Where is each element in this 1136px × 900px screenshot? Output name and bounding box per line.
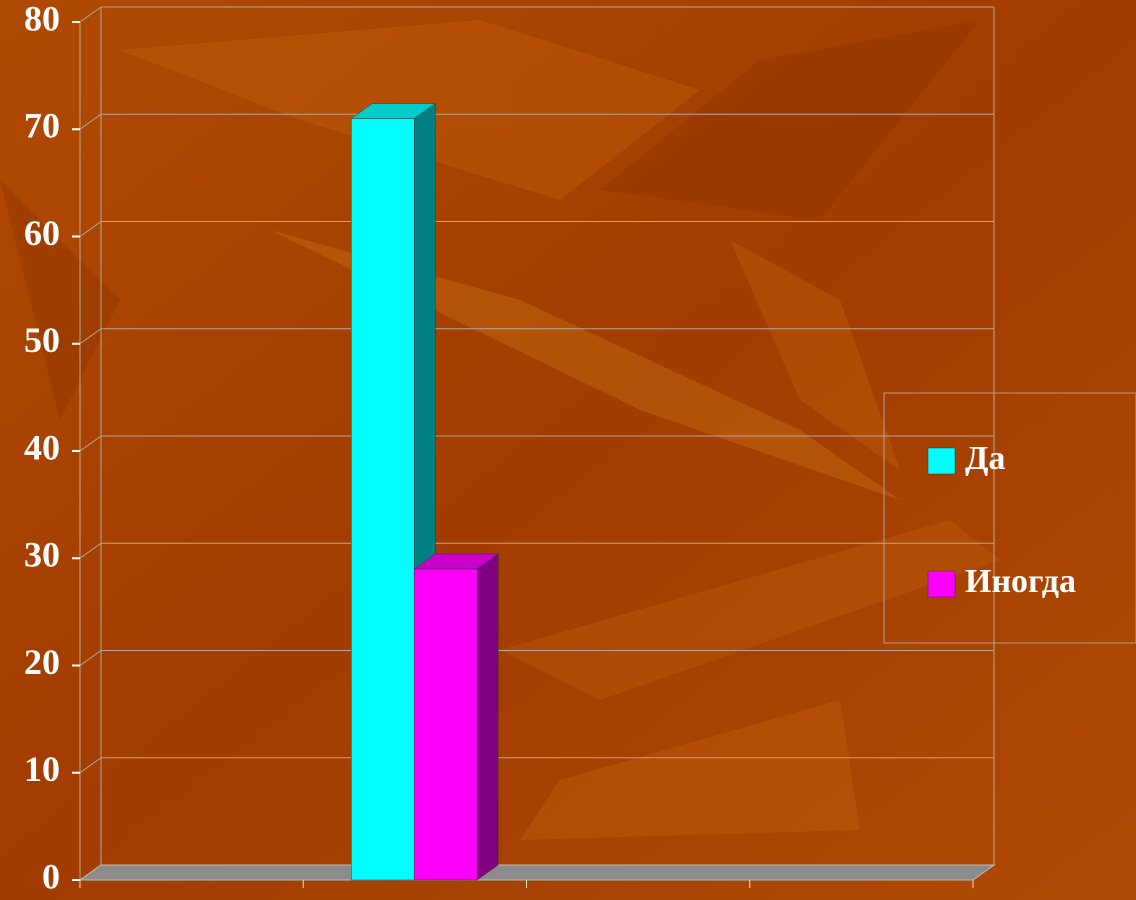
grid-line (79, 650, 102, 666)
grid-line (79, 6, 102, 23)
grid-line (79, 435, 102, 452)
bar-side (476, 553, 499, 881)
y-tick-label: 30 (24, 535, 60, 575)
legend-swatch (927, 447, 956, 475)
floor (78, 864, 996, 881)
grid-line (79, 328, 102, 345)
y-tick-label: 80 (24, 0, 60, 38)
y-tick-label: 40 (24, 427, 60, 467)
bar (350, 118, 415, 881)
grid-line (79, 113, 102, 130)
legend-box (883, 392, 1136, 644)
grid-line (79, 221, 102, 237)
y-tick-label: 60 (24, 213, 60, 253)
bar (413, 568, 478, 881)
y-tick-label: 70 (24, 106, 60, 146)
legend-label: Иногда (965, 563, 1076, 600)
legend-swatch (927, 570, 956, 598)
y-tick-label: 20 (24, 642, 60, 682)
y-tick-label: 50 (24, 320, 60, 360)
grid-line (79, 757, 102, 774)
legend-label: Да (965, 440, 1005, 477)
y-tick-label: 0 (42, 856, 60, 896)
y-tick-label: 10 (24, 749, 60, 789)
grid-line (79, 542, 102, 559)
